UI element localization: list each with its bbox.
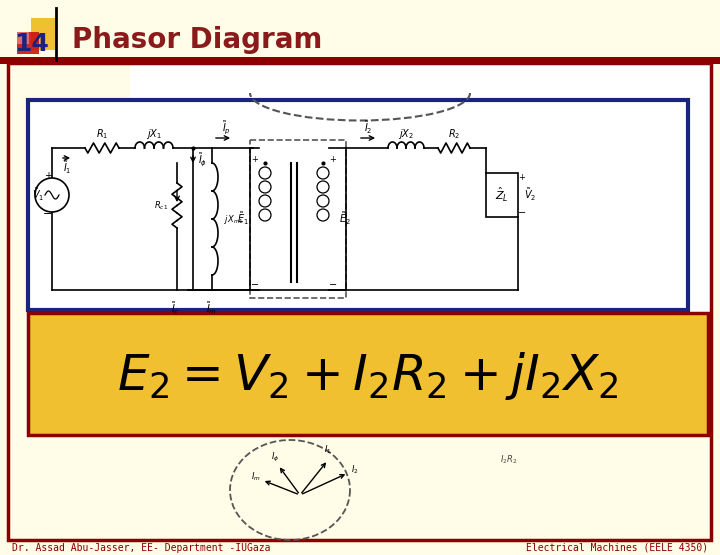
Bar xyxy=(250,140,346,298)
Text: +: + xyxy=(44,171,52,181)
Text: $\tilde{I}_m$: $\tilde{I}_m$ xyxy=(207,300,217,317)
Circle shape xyxy=(259,209,271,221)
Text: +: + xyxy=(330,155,336,164)
Text: −: − xyxy=(329,280,337,290)
Circle shape xyxy=(259,195,271,207)
Text: $\tilde{I}_c$: $\tilde{I}_c$ xyxy=(171,300,179,317)
Text: $I_m$: $I_m$ xyxy=(251,471,261,483)
Text: Dr. Assad Abu-Jasser, EE- Department -IUGaza: Dr. Assad Abu-Jasser, EE- Department -IU… xyxy=(12,543,271,553)
Bar xyxy=(130,63,710,313)
Text: −: − xyxy=(251,280,259,290)
Bar xyxy=(17,32,39,54)
Text: $I_1$: $I_1$ xyxy=(324,444,332,456)
Text: $\tilde{V}_1$: $\tilde{V}_1$ xyxy=(32,186,45,203)
Circle shape xyxy=(259,167,271,179)
Text: $\hat{Z}_L$: $\hat{Z}_L$ xyxy=(495,186,509,204)
Bar xyxy=(0,57,720,64)
Text: $\tilde{E}_1$: $\tilde{E}_1$ xyxy=(237,211,249,228)
Text: $R_1$: $R_1$ xyxy=(96,127,108,141)
Circle shape xyxy=(317,209,329,221)
Text: $R_2$: $R_2$ xyxy=(448,127,460,141)
Text: $jX_1$: $jX_1$ xyxy=(146,127,162,141)
Text: $\tilde{I}_2$: $\tilde{I}_2$ xyxy=(364,120,372,137)
Text: Phasor Diagram: Phasor Diagram xyxy=(72,26,323,54)
Circle shape xyxy=(317,195,329,207)
Text: $\tilde{V}_2$: $\tilde{V}_2$ xyxy=(524,186,536,203)
Text: $\tilde{I}_p$: $\tilde{I}_p$ xyxy=(222,119,230,137)
Bar xyxy=(8,63,711,540)
Text: 14: 14 xyxy=(14,32,49,56)
Text: $R_{c1}$: $R_{c1}$ xyxy=(154,199,168,212)
Text: $E_2 = V_2 + I_2R_2 + jI_2X_2$: $E_2 = V_2 + I_2R_2 + jI_2X_2$ xyxy=(117,350,618,402)
Text: $\tilde{I}_1$: $\tilde{I}_1$ xyxy=(63,160,71,176)
Text: $jX_{m1}$: $jX_{m1}$ xyxy=(224,213,244,225)
Text: +: + xyxy=(251,155,258,164)
Text: −: − xyxy=(518,208,526,218)
Bar xyxy=(31,18,57,50)
Bar xyxy=(28,100,688,310)
Text: $I_2R_2$: $I_2R_2$ xyxy=(500,454,518,466)
Circle shape xyxy=(317,181,329,193)
Circle shape xyxy=(317,167,329,179)
Circle shape xyxy=(259,181,271,193)
Bar xyxy=(28,313,708,435)
Bar xyxy=(486,173,518,217)
Text: $I_\phi$: $I_\phi$ xyxy=(271,451,279,463)
Text: $\tilde{I}_\phi$: $\tilde{I}_\phi$ xyxy=(198,152,207,169)
Circle shape xyxy=(35,178,69,212)
Text: $\tilde{E}_2$: $\tilde{E}_2$ xyxy=(339,211,351,228)
Bar xyxy=(17,32,29,44)
Text: Electrical Machines (EELE 4350): Electrical Machines (EELE 4350) xyxy=(526,543,708,553)
Text: −: − xyxy=(43,209,53,219)
Text: +: + xyxy=(518,173,526,181)
Text: $jX_2$: $jX_2$ xyxy=(398,127,414,141)
Text: $I_2$: $I_2$ xyxy=(351,464,359,476)
